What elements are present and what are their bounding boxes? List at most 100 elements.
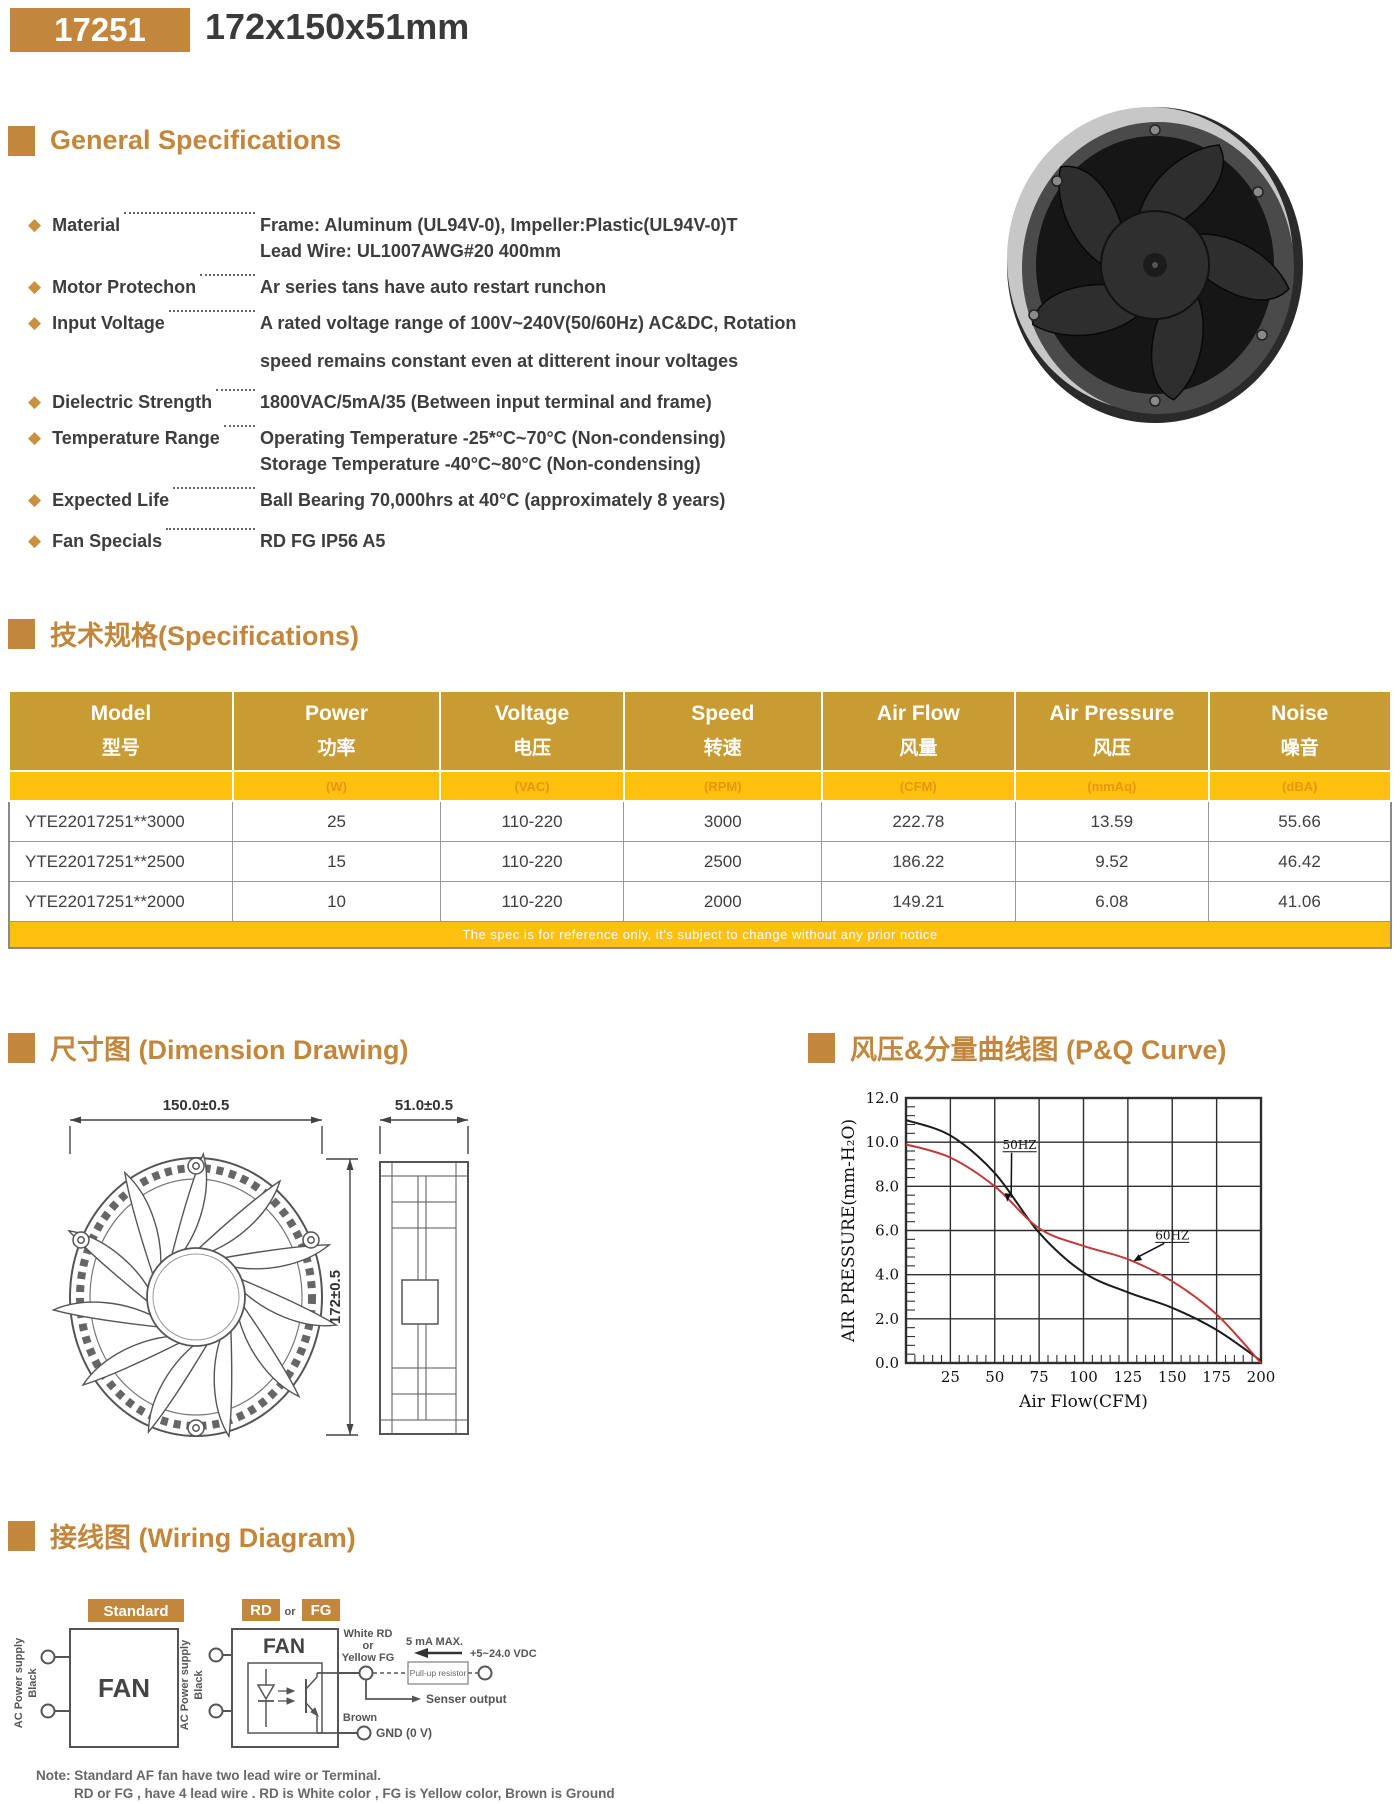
pq-curve-chart: 25 50 75 100 125 150 175 200 0.0 2.0 4.0 6.0 8.0 10.0… [736,1076,1281,1441]
spec-row: ◆ Dielectric Strength 1800VAC/5mA/35 (Bet… [28,389,958,415]
section-header-wiring: 接线图 (Wiring Diagram) [8,1516,356,1555]
rim-screws [1028,124,1268,407]
svg-text:125: 125 [1114,1368,1143,1386]
spec-value-line: Lead Wire: UL1007AWG#20 400mm [260,241,561,261]
fg-badge: FG [311,1602,332,1619]
spec-label: Expected Life [52,490,170,510]
ma-max-label: 5 mA MAX. [406,1636,463,1648]
wiring-diagram: Standard AC Power supply Black FAN RD or… [10,1553,650,1763]
table-cell: 10 [232,881,441,922]
model-badge: 17251 [10,8,190,52]
standard-fan-diagram: Standard AC Power supply Black FAN [13,1599,184,1748]
svg-text:75: 75 [1030,1368,1049,1386]
dotted-leader [200,274,255,276]
section-header-general: General Specifications [8,125,341,156]
sensor-terminal-circle [358,1665,374,1681]
col-header: Power 功率 [231,690,442,772]
senser-arrow-icon [412,1695,421,1703]
table-cell: 110-220 [439,881,625,922]
diamond-bullet-icon: ◆ [28,313,42,332]
svg-text:200: 200 [1247,1368,1276,1386]
or-label: or [285,1606,297,1618]
svg-text:10.0: 10.0 [866,1133,899,1151]
section-title: 接线图 (Wiring Diagram) [50,1523,356,1553]
dotted-leader [173,487,255,489]
dimension-drawing-svg: 150.0±0.5 172±0.5 [52,1097,469,1438]
optocoupler-symbol [247,1662,338,1734]
or-small-label: or [363,1640,375,1652]
table-cell: 110-220 [439,800,625,842]
svg-text:4.0: 4.0 [875,1266,899,1284]
pullup-resistor-label: Pull-up resistor [410,1668,467,1678]
dim-width-label: 150.0±0.5 [163,1097,230,1114]
dim-depth-label: 51.0±0.5 [395,1097,453,1114]
specifications-table: Model 型号 Power 功率 Voltage 电压 Speed 转速 Air Fl… [8,690,1393,949]
terminal-circle [40,1649,56,1665]
spec-value-line: Frame: Aluminum (UL94V-0), Impeller:Plas… [260,215,738,235]
dotted-leader [216,389,255,391]
col-header: Model 型号 [8,690,234,772]
section-header-specifications: 技术规格(Specifications) [8,614,359,653]
table-cell: 9.52 [1014,841,1210,882]
mounting-holes [72,1157,320,1437]
unit-cell: (dBA) [1207,770,1393,802]
spec-value-line: Ball Bearing 70,000hrs at 40°C (approxim… [260,490,726,510]
table-cell: 46.42 [1208,841,1392,882]
rd-badge: RD [250,1602,272,1619]
gnd-terminal-circle [356,1725,372,1741]
fan-product-photo [1000,100,1310,435]
width-dimension [69,1119,323,1154]
height-dimension [326,1158,358,1436]
col-header: Air Pressure 风压 [1014,690,1210,772]
table-cell: 2000 [623,881,823,922]
senser-output-label: Senser output [426,1692,507,1706]
pq-curve-svg: 25 50 75 100 125 150 175 200 0.0 2.0 4.0 6.0 8.0 10.0… [839,1089,1276,1412]
spec-row: ◆ Expected Life Ball Bearing 70,000hrs at… [28,487,958,513]
terminal-circle [40,1703,56,1719]
svg-text:12.0: 12.0 [866,1089,899,1107]
svg-text:175: 175 [1202,1368,1231,1386]
table-cell: 149.21 [821,881,1016,922]
section-square-icon [8,1520,35,1551]
wiring-diagram-svg: Standard AC Power supply Black FAN RD or… [13,1599,537,1748]
rd-fg-fan-diagram: RD or FG AC Power supply Black FAN [179,1599,537,1748]
diamond-bullet-icon: ◆ [28,490,42,509]
spec-row: ◆ Fan Specials RD FG IP56 A5 [28,528,958,554]
fan-photo-illustration [1007,107,1303,423]
unit-cell: (RPM) [622,770,823,802]
unit-cell: (mmAq) [1014,770,1210,802]
fan-box-label: FAN [263,1635,305,1658]
table-footnote: The spec is for reference only, it's sub… [9,921,1391,948]
unit-cell: (VAC) [439,770,625,802]
unit-cell: (CFM) [820,770,1017,802]
black-wire-label: Black [27,1667,39,1697]
table-row: YTE22017251**3000 25 110-220 3000 222.78… [8,800,1392,842]
table-cell: YTE22017251**2500 [8,841,234,882]
spec-row: ◆ Motor Protechon Ar series tans have aut… [28,274,958,300]
table-cell: 222.78 [821,800,1016,842]
ac-power-label: AC Power supply [13,1637,25,1728]
white-rd-label: White RD [344,1628,393,1640]
table-cell: YTE22017251**2000 [8,881,234,922]
spec-row: ◆ Temperature Range Operating Temperature… [28,425,958,477]
unit-cell: (W) [231,770,442,802]
section-square-icon [808,1032,835,1063]
black-wire-label: Black [193,1669,205,1699]
table-row: YTE22017251**2500 15 110-220 2500 186.22… [8,841,1392,882]
col-header: Noise 噪音 [1207,690,1393,772]
spec-label: Input Voltage [52,313,165,333]
wiring-note-line2: RD or FG , have 4 lead wire . RD is Whit… [74,1786,615,1801]
spec-row: ◆ Material Frame: Aluminum (UL94V-0), Imp… [28,212,958,264]
section-square-icon [8,618,35,649]
col-header: Air Flow 风量 [820,690,1017,772]
general-spec-list: ◆ Material Frame: Aluminum (UL94V-0), Imp… [28,212,958,564]
table-cell: 13.59 [1014,800,1210,842]
spec-value-line: RD FG IP56 A5 [260,531,386,551]
spec-value-line: A rated voltage range of 100V~240V(50/60… [260,313,797,333]
diamond-bullet-icon: ◆ [28,392,42,411]
svg-text:50HZ: 50HZ [1003,1138,1037,1152]
section-square-icon [8,1032,35,1063]
svg-text:2.0: 2.0 [875,1310,899,1328]
section-header-dimension: 尺寸图 (Dimension Drawing) [8,1028,409,1067]
diamond-bullet-icon: ◆ [28,531,42,550]
